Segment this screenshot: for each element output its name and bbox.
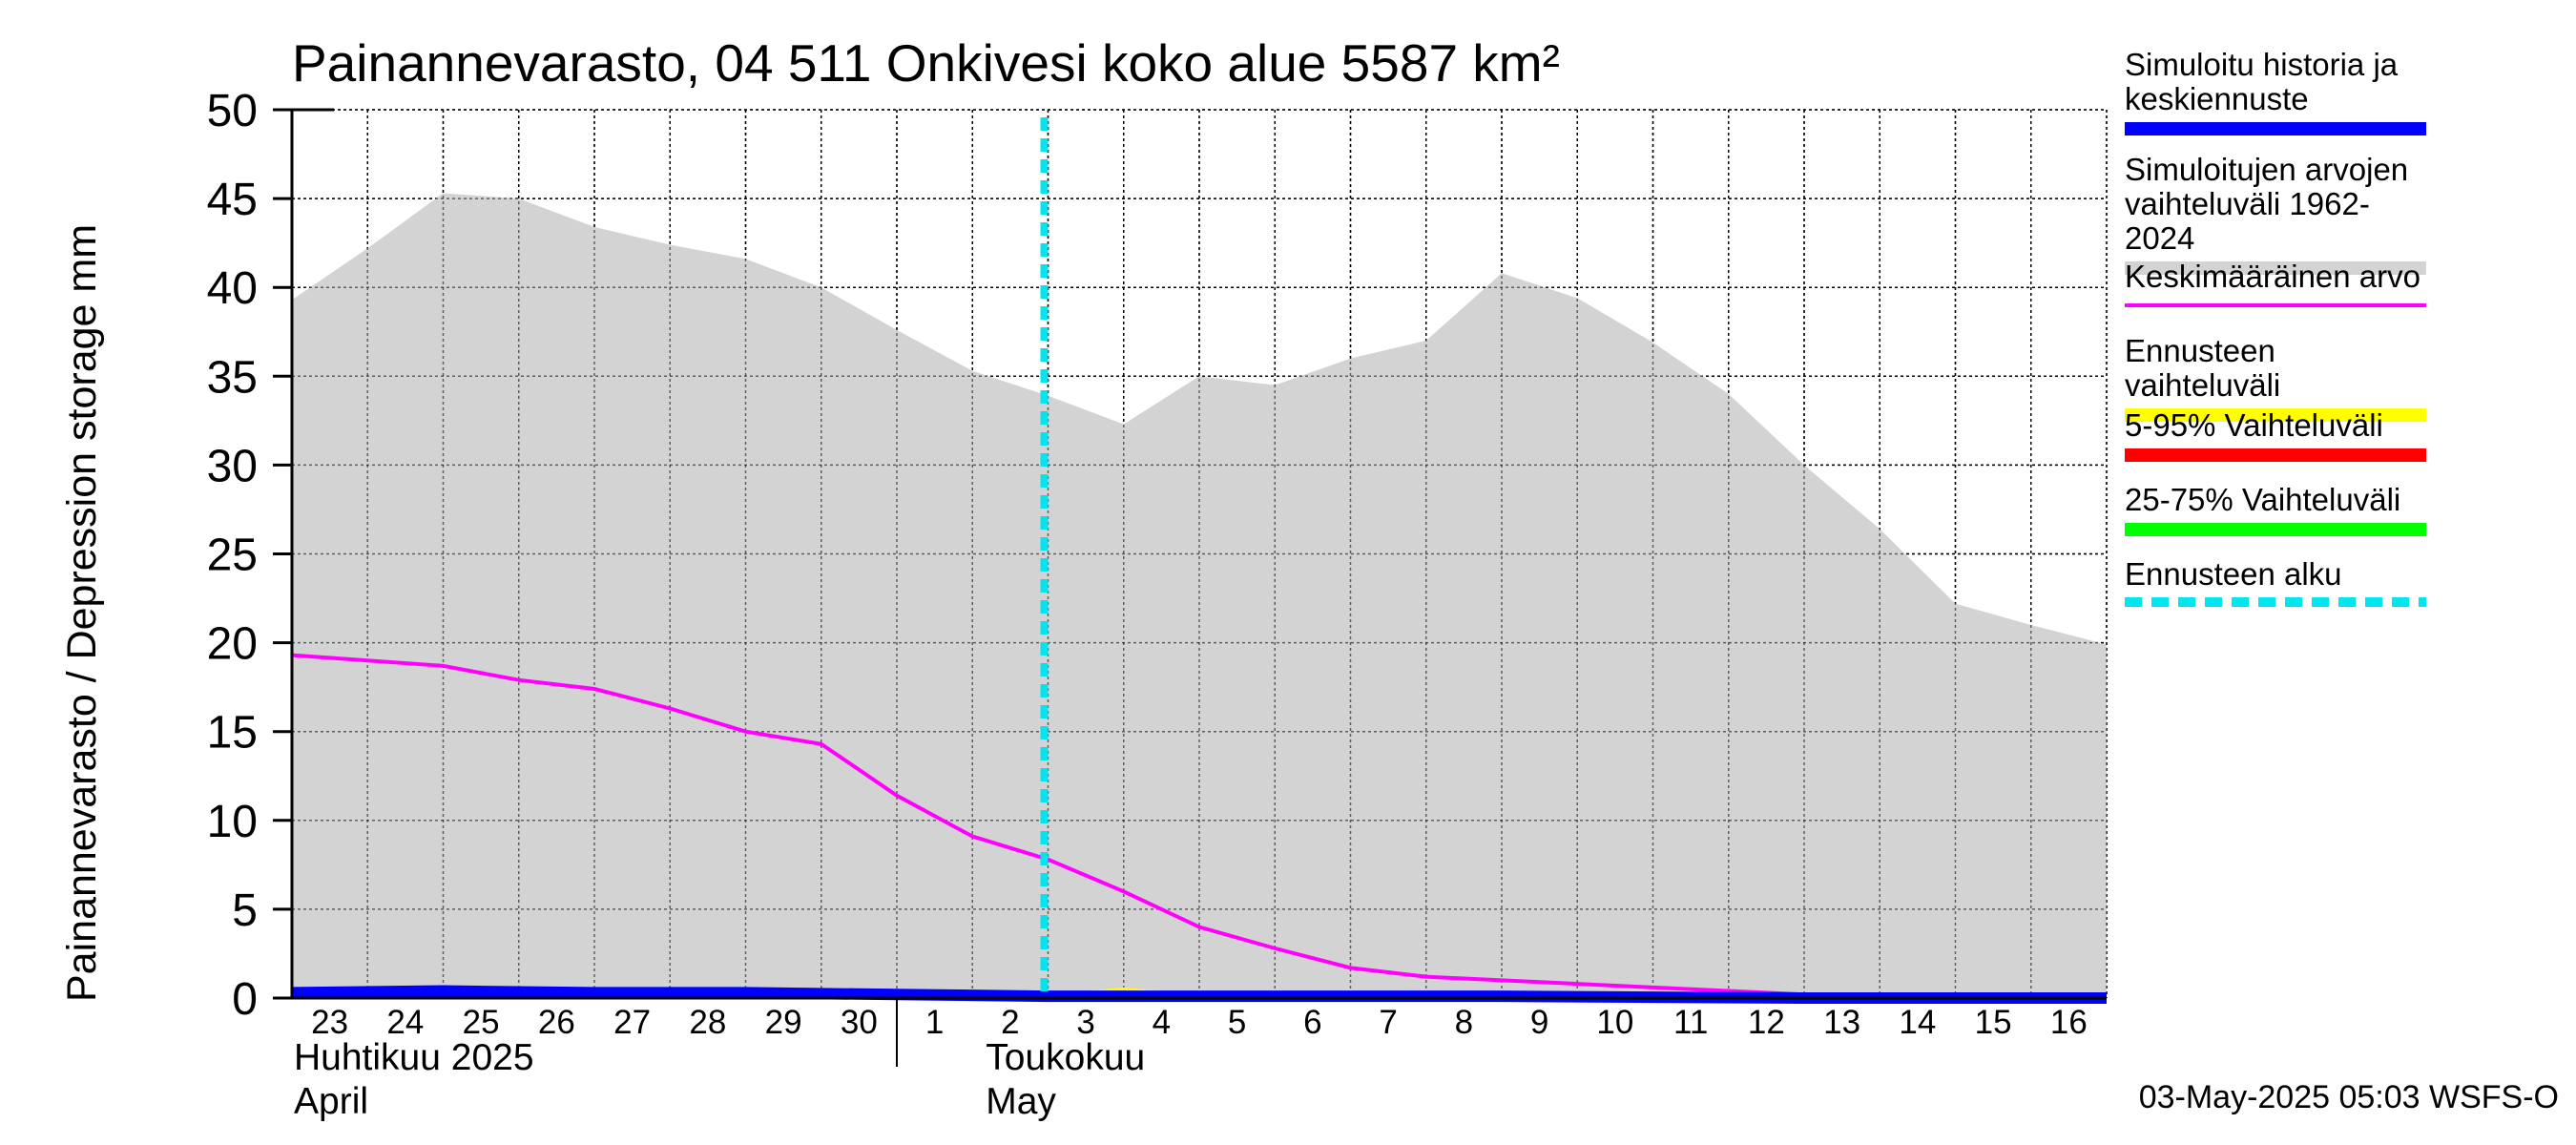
- x-tick-label: 29: [765, 1004, 802, 1041]
- y-tick-label: 40: [207, 263, 258, 314]
- x-tick-label: 24: [386, 1004, 424, 1041]
- legend-swatch-gray: [2125, 261, 2426, 275]
- y-tick-label: 30: [207, 441, 258, 491]
- x-tick-label: 4: [1153, 1004, 1171, 1041]
- y-tick-label: 20: [207, 619, 258, 670]
- y-tick-label: 25: [207, 531, 258, 581]
- y-tick-label: 50: [207, 86, 258, 136]
- y-tick-label: 10: [207, 797, 258, 847]
- x-tick-label: 11: [1673, 1004, 1708, 1041]
- x-tick-label: 3: [1076, 1004, 1094, 1041]
- legend: Simuloitu historia ja keskiennuste Simul…: [2125, 48, 2440, 614]
- legend-item-mean: Keskimääräinen arvo: [2125, 260, 2440, 317]
- y-tick-label: 35: [207, 352, 258, 403]
- axes: [273, 108, 2107, 1067]
- y-axis-label: Painannevarasto / Depression storage mm: [59, 223, 105, 1002]
- y-tick-labels: 0 5 10 15 20 25 30 35 40 45 50: [207, 86, 258, 1025]
- x-tick-label: 16: [2050, 1004, 2088, 1041]
- x-tick-label: 9: [1530, 1004, 1548, 1041]
- legend-label: Keskimääräinen arvo: [2125, 259, 2420, 294]
- x-tick-label: 12: [1748, 1004, 1785, 1041]
- legend-swatch-magenta: [2125, 303, 2426, 307]
- y-tick-label: 15: [207, 708, 258, 759]
- y-tick-label: 45: [207, 175, 258, 225]
- y-tick-label: 0: [232, 974, 258, 1025]
- x-tick-label: 15: [1975, 1004, 2012, 1041]
- legend-item-forecast-start: Ennusteen alku: [2125, 557, 2440, 614]
- x-tick-labels: 23 24 25 26 27 28 29 30 1 2 3 4 5 6 7 8 9 10 11 12 13 14 15 16: [311, 1004, 2088, 1041]
- x-tick-label: 13: [1823, 1004, 1860, 1041]
- legend-item-25-75: 25-75% Vaihteluväli: [2125, 483, 2440, 540]
- month-label-april: Huhtikuu 2025 April: [294, 1036, 534, 1124]
- x-tick-label: 25: [463, 1004, 500, 1041]
- month-en-may: May: [986, 1081, 1056, 1122]
- month-en-april: April: [294, 1081, 369, 1122]
- chart-title: Painannevarasto, 04 511 Onkivesi koko al…: [292, 33, 1560, 93]
- legend-label: 25-75% Vaihteluväli: [2125, 482, 2401, 517]
- legend-swatch-cyan-dashed: [2125, 597, 2426, 607]
- legend-swatch-red: [2125, 448, 2426, 462]
- x-tick-label: 2: [1001, 1004, 1019, 1041]
- month-fi-april: Huhtikuu 2025: [294, 1037, 534, 1078]
- x-tick-label: 8: [1455, 1004, 1473, 1041]
- month-fi-may: Toukokuu: [986, 1037, 1146, 1078]
- x-tick-label: 28: [689, 1004, 726, 1041]
- x-tick-label: 23: [311, 1004, 348, 1041]
- legend-swatch-yellow: [2125, 408, 2426, 422]
- timestamp-footer: 03-May-2025 05:03 WSFS-O: [2138, 1079, 2559, 1115]
- legend-label: 5-95% Vaihteluväli: [2125, 407, 2383, 443]
- x-tick-label: 30: [841, 1004, 878, 1041]
- x-tick-label: 26: [538, 1004, 575, 1041]
- x-tick-label: 14: [1899, 1004, 1936, 1041]
- legend-label: Ennusteen alku: [2125, 556, 2342, 592]
- legend-swatch-blue: [2125, 122, 2426, 135]
- legend-item-simulated-history: Simuloitu historia ja keskiennuste: [2125, 48, 2440, 138]
- legend-item-forecast-range: Ennusteen vaihteluväli: [2125, 334, 2440, 422]
- x-tick-label: 27: [613, 1004, 651, 1041]
- legend-item-simulated-range: Simuloitujen arvojen vaihteluväli 1962-2…: [2125, 152, 2440, 275]
- x-tick-label: 1: [925, 1004, 944, 1041]
- x-tick-label: 5: [1228, 1004, 1246, 1041]
- x-tick-label: 10: [1596, 1004, 1633, 1041]
- legend-label: Ennusteen vaihteluväli: [2125, 333, 2281, 403]
- legend-swatch-green: [2125, 523, 2426, 536]
- y-tick-label: 5: [232, 885, 258, 936]
- month-label-may: Toukokuu May: [986, 1036, 1145, 1124]
- legend-item-5-95: 5-95% Vaihteluväli: [2125, 408, 2440, 466]
- x-tick-label: 6: [1303, 1004, 1321, 1041]
- legend-label: Simuloitujen arvojen vaihteluväli 1962-2…: [2125, 152, 2409, 256]
- x-tick-label: 7: [1379, 1004, 1397, 1041]
- legend-label: Simuloitu historia ja keskiennuste: [2125, 47, 2399, 116]
